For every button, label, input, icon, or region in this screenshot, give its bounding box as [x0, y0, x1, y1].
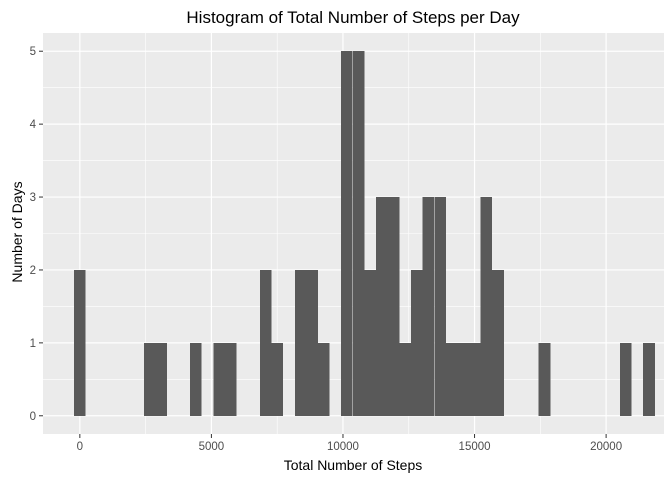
histogram-bar [317, 342, 330, 416]
histogram-bar [445, 342, 458, 416]
histogram-bar [376, 197, 388, 416]
histogram-bar [399, 342, 411, 416]
y-tick-label: 0 [30, 411, 36, 423]
x-tick-label: 0 [77, 441, 83, 453]
histogram-bar [387, 197, 400, 416]
histogram-bar [468, 342, 481, 416]
histogram-bars [74, 51, 655, 416]
histogram-bar [352, 51, 365, 416]
histogram-bar [74, 269, 86, 416]
histogram-bar [213, 342, 226, 416]
y-tick-label: 4 [30, 119, 37, 131]
histogram-bar [457, 342, 470, 416]
y-tick-label: 2 [30, 265, 36, 277]
x-axis-label: Total Number of Steps [284, 457, 423, 473]
histogram-bar [271, 342, 283, 416]
histogram-bar [410, 269, 423, 416]
histogram-bar [190, 342, 202, 416]
histogram-bar [434, 197, 446, 416]
histogram-bar [480, 197, 493, 416]
histogram-bar [294, 269, 307, 416]
histogram-bar [225, 342, 237, 416]
x-tick-label: 5000 [199, 441, 225, 453]
y-axis-label: Number of Days [9, 181, 25, 282]
chart-title: Histogram of Total Number of Steps per D… [186, 8, 520, 27]
histogram-bar [620, 342, 632, 416]
histogram-bar [143, 342, 156, 416]
x-tick-label: 15000 [459, 441, 491, 453]
histogram-bar [538, 342, 551, 416]
x-tick-label: 10000 [327, 441, 359, 453]
histogram-bar [155, 342, 167, 416]
histogram-bar [341, 51, 353, 416]
y-tick-label: 1 [30, 338, 36, 350]
y-tick-label: 3 [30, 192, 36, 204]
y-tick-label: 5 [30, 46, 36, 58]
x-tick-label: 20000 [590, 441, 622, 453]
x-axis-ticks: 0 5000 10000 15000 20000 [77, 434, 622, 453]
histogram-bar [492, 269, 504, 416]
histogram-bar [422, 197, 435, 416]
histogram-bar [643, 342, 655, 416]
histogram-bar [306, 269, 318, 416]
histogram-bar [364, 269, 377, 416]
y-axis-ticks: 0 1 2 3 4 5 [30, 46, 43, 423]
histogram-bar [259, 269, 272, 416]
